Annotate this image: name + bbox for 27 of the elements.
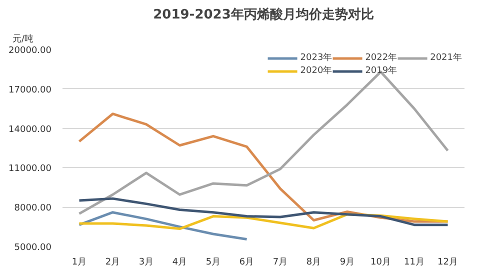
legend-label: 2021年 bbox=[430, 52, 462, 64]
legend-label: 2019年 bbox=[365, 64, 398, 77]
y-tick-label: 20000.00 bbox=[8, 46, 52, 56]
chart-title: 2019-2023年丙烯酸月均价走势对比 bbox=[153, 6, 374, 22]
y-tick-label: 11000.00 bbox=[8, 164, 52, 174]
y-axis-title: 元/吨 bbox=[12, 34, 34, 44]
legend-label: 2023年 bbox=[300, 52, 332, 64]
x-tick-label: 9月 bbox=[340, 258, 355, 268]
x-tick-label: 4月 bbox=[172, 258, 188, 268]
x-tick-label: 2月 bbox=[105, 258, 120, 268]
y-tick-label: 8000.00 bbox=[14, 204, 52, 214]
y-tick-label: 14000.00 bbox=[8, 124, 52, 135]
x-tick-label: 6月 bbox=[239, 258, 254, 268]
legend-label: 2022年 bbox=[365, 52, 398, 64]
x-tick-label: 12月 bbox=[438, 258, 458, 268]
y-tick-label: 5000.00 bbox=[14, 243, 52, 253]
x-tick-label: 10月 bbox=[370, 258, 391, 268]
x-tick-label: 11月 bbox=[404, 258, 424, 268]
legend-label: 2020年 bbox=[300, 64, 332, 77]
x-tick-label: 8月 bbox=[306, 258, 322, 268]
x-tick-label: 7月 bbox=[272, 258, 288, 268]
line-series bbox=[78, 211, 248, 241]
x-tick-label: 3月 bbox=[138, 258, 154, 268]
x-tick-label: 5月 bbox=[206, 258, 221, 268]
line-series bbox=[78, 197, 449, 226]
y-tick-label: 17000.00 bbox=[8, 85, 52, 96]
x-tick-label: 1月 bbox=[72, 258, 87, 268]
